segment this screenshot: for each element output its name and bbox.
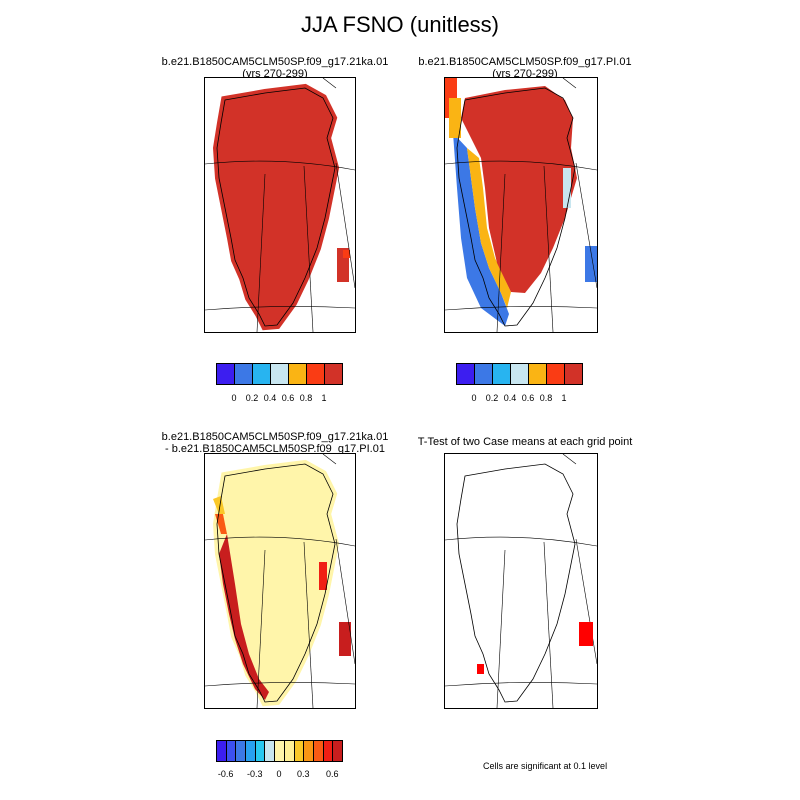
graticule [445,454,597,708]
colorbar-case1-tick-label: 0.8 [299,393,313,403]
colorbar-case1 [216,363,343,385]
colorbar-case2-tick-label: 0.4 [503,393,517,403]
colorbar-case2-tick-label: 0 [471,393,477,403]
panel-diff-title-line1: b.e21.B1850CAM5CLM50SP.f09_g17.21ka.01 [161,431,389,443]
ellesmere-cells [585,246,597,282]
low-snow-west-coast [453,133,509,326]
colorbar-case1-swatch [306,363,325,385]
meridian-line [335,162,355,289]
colorbar-case2-tick-label: 0.6 [521,393,535,403]
graticule [445,78,597,332]
latitude-line [205,160,355,171]
positive-west-margin [219,534,269,700]
map-panel-diff [204,453,356,709]
latitude-line [445,306,597,311]
colorbar-diff-tick-label: 0 [276,769,282,779]
meridian-line [322,78,337,89]
map-diff-svg [205,454,355,708]
positive-northwest-cells-2 [213,496,225,514]
colorbar-diff-tick-label: -0.6 [217,769,234,779]
ellesmere-diff-cells [339,622,351,656]
colorbar-case2 [456,363,583,385]
latitude-line [445,682,597,687]
positive-east-cells [319,562,327,590]
significant-cells-ellesmere [579,622,593,646]
colorbar-case1-swatch [234,363,253,385]
meridian-line [562,454,577,465]
meridian-line [496,173,506,332]
colorbar-case1-tick-label: 0.4 [263,393,277,403]
graticule [205,454,355,708]
colorbar-diff-tick-label: -0.3 [247,769,263,779]
panel-ttest-title-line1: T-Test of two Case means at each grid po… [417,436,633,448]
meridian-line [562,78,577,89]
latitude-line [205,306,355,311]
colorbar-case1-tick-label: 0.6 [281,393,295,403]
meridian-line [543,165,554,332]
colorbar-diff-tick-label: 0.3 [296,769,310,779]
greenland-coastline [456,87,576,327]
graticule [205,78,355,332]
map-panel-case2 [444,77,598,333]
colorbar-diff-swatch [332,740,343,762]
map-panel-ttest [444,453,598,709]
meridian-line [303,541,314,708]
colorbar-case2-swatch [528,363,547,385]
map-case1-svg [205,78,355,332]
colorbar-case1-swatch [270,363,289,385]
colorbar-case1-tick-label: 0 [231,393,237,403]
significant-cell-southwest [477,664,484,674]
greenland-coastline [456,463,576,703]
colorbar-case1-tick-label: 1 [321,393,327,403]
colorbar-case2-tick-label: 0.2 [485,393,499,403]
colorbar-case2-swatch [510,363,529,385]
colorbar-case1-tick-label: 0.2 [245,393,259,403]
colorbar-case2-swatch [492,363,511,385]
map-panel-case1 [204,77,356,333]
east-coast-cells [563,168,571,208]
mid-snow-margin [467,148,511,308]
map-case2-svg [445,78,597,332]
colorbar-case1-swatch [324,363,343,385]
meridian-line [496,549,506,708]
meridian-line [322,454,337,465]
northwest-cells-edge [449,98,461,138]
colorbar-diff-tick-label: 0.6 [326,769,339,779]
snow-fraction-field [212,83,340,331]
meridian-line [256,549,266,708]
latitude-line [205,682,355,687]
latitude-line [445,160,597,171]
colorbar-case1-swatch [252,363,271,385]
colorbar-case2-tick-label: 0.8 [539,393,553,403]
panel-case2-title-line1: b.e21.B1850CAM5CLM50SP.f09_g17.PI.01 [418,56,632,68]
figure-title: JJA FSNO (unitless) [300,12,500,37]
greenland-coastline [216,463,336,703]
colorbar-diff [216,740,343,762]
colorbar-case1-swatch [216,363,235,385]
colorbar-case2-swatch [564,363,583,385]
meridian-line [575,162,597,289]
colorbar-case2-swatch [546,363,565,385]
colorbar-case2-swatch [474,363,493,385]
ellesmere-cells-edge [343,250,350,258]
panel-diff-title-line2: - b.e21.B1850CAM5CLM50SP.f09_g17.PI.01 [165,443,385,455]
colorbar-case2-tick-label: 1 [561,393,567,403]
meridian-line [543,541,554,708]
colorbar-case2-swatch [456,363,475,385]
latitude-line [205,536,355,547]
ttest-significance-note: Cells are significant at 0.1 level [483,761,608,771]
panel-case1-title-line1: b.e21.B1850CAM5CLM50SP.f09_g17.21ka.01 [161,56,389,68]
meridian-line [303,165,314,332]
latitude-line [445,536,597,547]
meridian-line [575,538,597,665]
greenland-coastline [216,87,336,327]
meridian-line [256,173,266,332]
meridian-line [335,538,355,665]
panel-ttest-title: T-Test of two Case means at each grid po… [400,436,650,448]
colorbar-case1-swatch [288,363,307,385]
map-ttest-svg [445,454,597,708]
panel-diff-title: b.e21.B1850CAM5CLM50SP.f09_g17.21ka.01 -… [150,431,400,455]
